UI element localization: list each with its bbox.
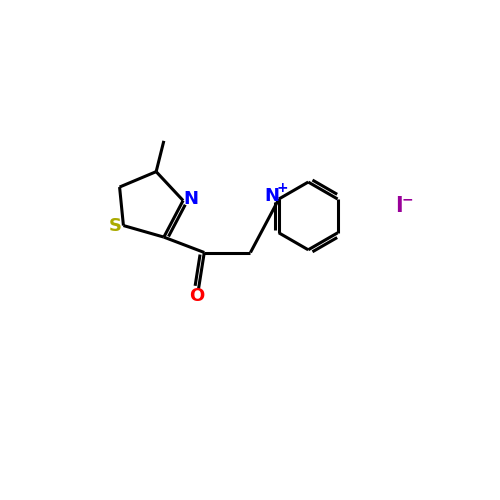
Text: I: I: [395, 196, 402, 216]
Text: S: S: [109, 216, 122, 234]
Text: N: N: [184, 190, 198, 208]
Text: O: O: [189, 287, 204, 305]
Text: −: −: [402, 192, 413, 206]
Text: +: +: [277, 181, 288, 195]
Text: N: N: [264, 187, 280, 205]
